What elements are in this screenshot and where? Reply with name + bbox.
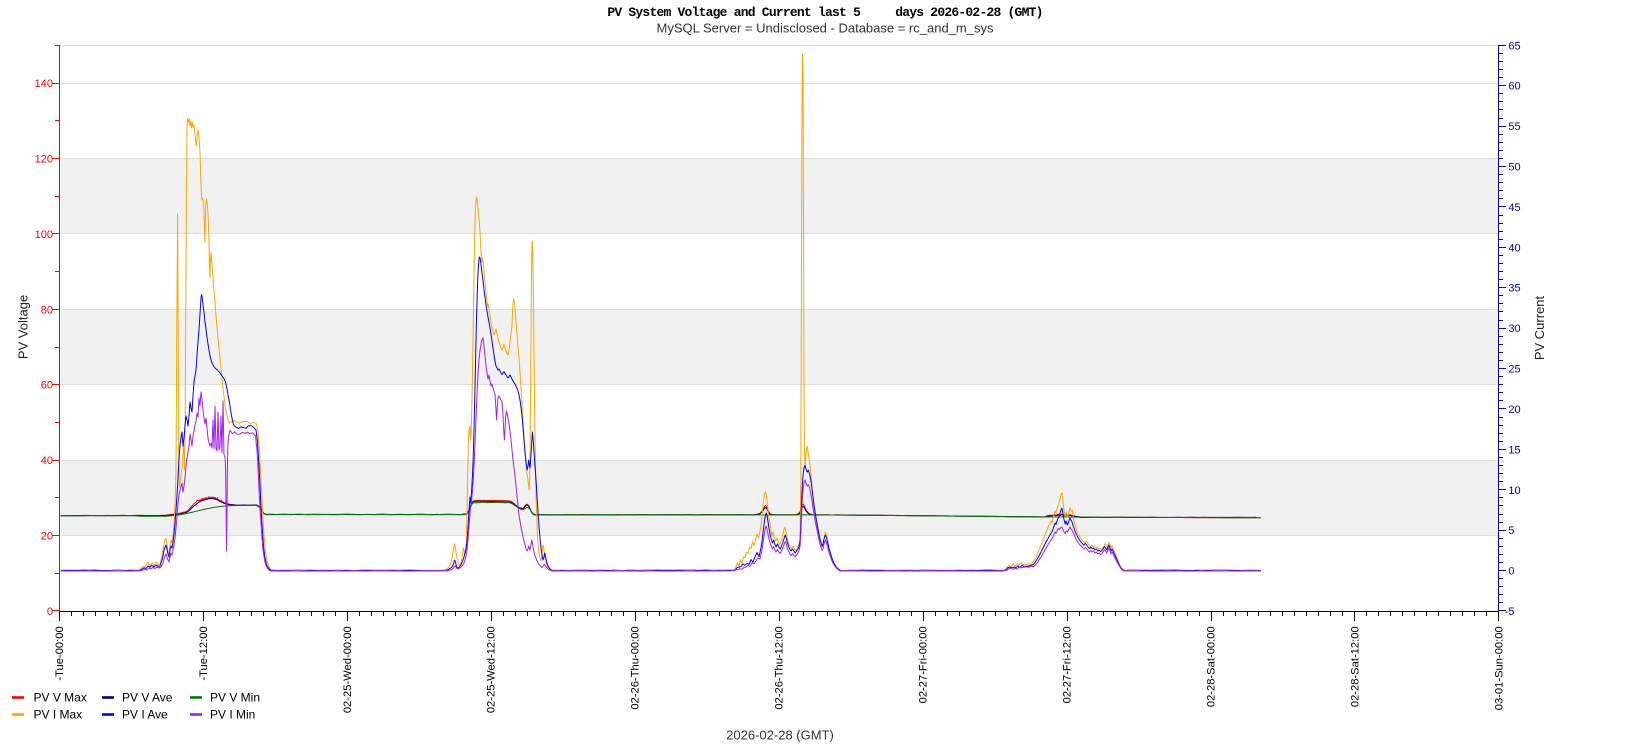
svg-text:120: 120 [35, 153, 53, 165]
svg-text:PV Current: PV Current [1532, 295, 1547, 360]
svg-text:65: 65 [1508, 40, 1520, 52]
svg-text:02-28-Sat-12:00: 02-28-Sat-12:00 [1349, 626, 1361, 707]
svg-text:0: 0 [47, 606, 53, 618]
svg-text:02-27-Fri-00:00: 02-27-Fri-00:00 [918, 626, 930, 703]
svg-text:PV I Max: PV I Max [34, 708, 83, 722]
svg-text:02-26-Thu-12:00: 02-26-Thu-12:00 [774, 626, 786, 709]
svg-text:02-25-Wed-12:00: 02-25-Wed-12:00 [486, 626, 498, 713]
svg-text:PV Voltage: PV Voltage [16, 295, 31, 359]
svg-text:25: 25 [1508, 364, 1520, 376]
svg-text:02-26-Thu-00:00: 02-26-Thu-00:00 [630, 626, 642, 709]
svg-text:60: 60 [41, 380, 53, 392]
svg-text:140: 140 [35, 78, 53, 90]
svg-text:55: 55 [1508, 121, 1520, 133]
svg-text:-5: -5 [1505, 606, 1515, 618]
svg-text:20: 20 [1508, 404, 1520, 416]
svg-text:2026-02-28 (GMT): 2026-02-28 (GMT) [726, 728, 834, 743]
svg-text:-Tue-12:00: -Tue-12:00 [198, 626, 210, 680]
svg-text:PV V Min: PV V Min [210, 691, 260, 705]
svg-text:40: 40 [41, 455, 53, 467]
svg-text:PV V Max: PV V Max [34, 691, 87, 705]
svg-text:15: 15 [1508, 444, 1520, 456]
svg-text:PV I Ave: PV I Ave [122, 708, 168, 722]
svg-text:80: 80 [41, 304, 53, 316]
svg-text:03-01-Sun-00:00: 03-01-Sun-00:00 [1493, 626, 1505, 710]
svg-text:40: 40 [1508, 242, 1520, 254]
svg-text:PV System Voltage and Current: PV System Voltage and Current last 5 day… [607, 5, 1042, 20]
svg-text:-Tue-00:00: -Tue-00:00 [54, 626, 66, 680]
svg-text:35: 35 [1508, 283, 1520, 295]
svg-text:02-27-Fri-12:00: 02-27-Fri-12:00 [1062, 626, 1074, 703]
svg-text:100: 100 [35, 229, 53, 241]
svg-text:60: 60 [1508, 81, 1520, 93]
svg-text:MySQL Server = Undisclosed - D: MySQL Server = Undisclosed - Database = … [657, 21, 994, 36]
svg-text:02-25-Wed-00:00: 02-25-Wed-00:00 [342, 626, 354, 713]
svg-text:02-28-Sat-00:00: 02-28-Sat-00:00 [1205, 626, 1217, 707]
svg-text:0: 0 [1508, 566, 1514, 578]
svg-text:30: 30 [1508, 323, 1520, 335]
svg-text:PV I Min: PV I Min [210, 708, 255, 722]
svg-text:45: 45 [1508, 202, 1520, 214]
svg-text:5: 5 [1508, 525, 1514, 537]
svg-text:PV V Ave: PV V Ave [122, 691, 173, 705]
svg-text:50: 50 [1508, 162, 1520, 174]
svg-text:20: 20 [41, 531, 53, 543]
svg-text:10: 10 [1508, 485, 1520, 497]
